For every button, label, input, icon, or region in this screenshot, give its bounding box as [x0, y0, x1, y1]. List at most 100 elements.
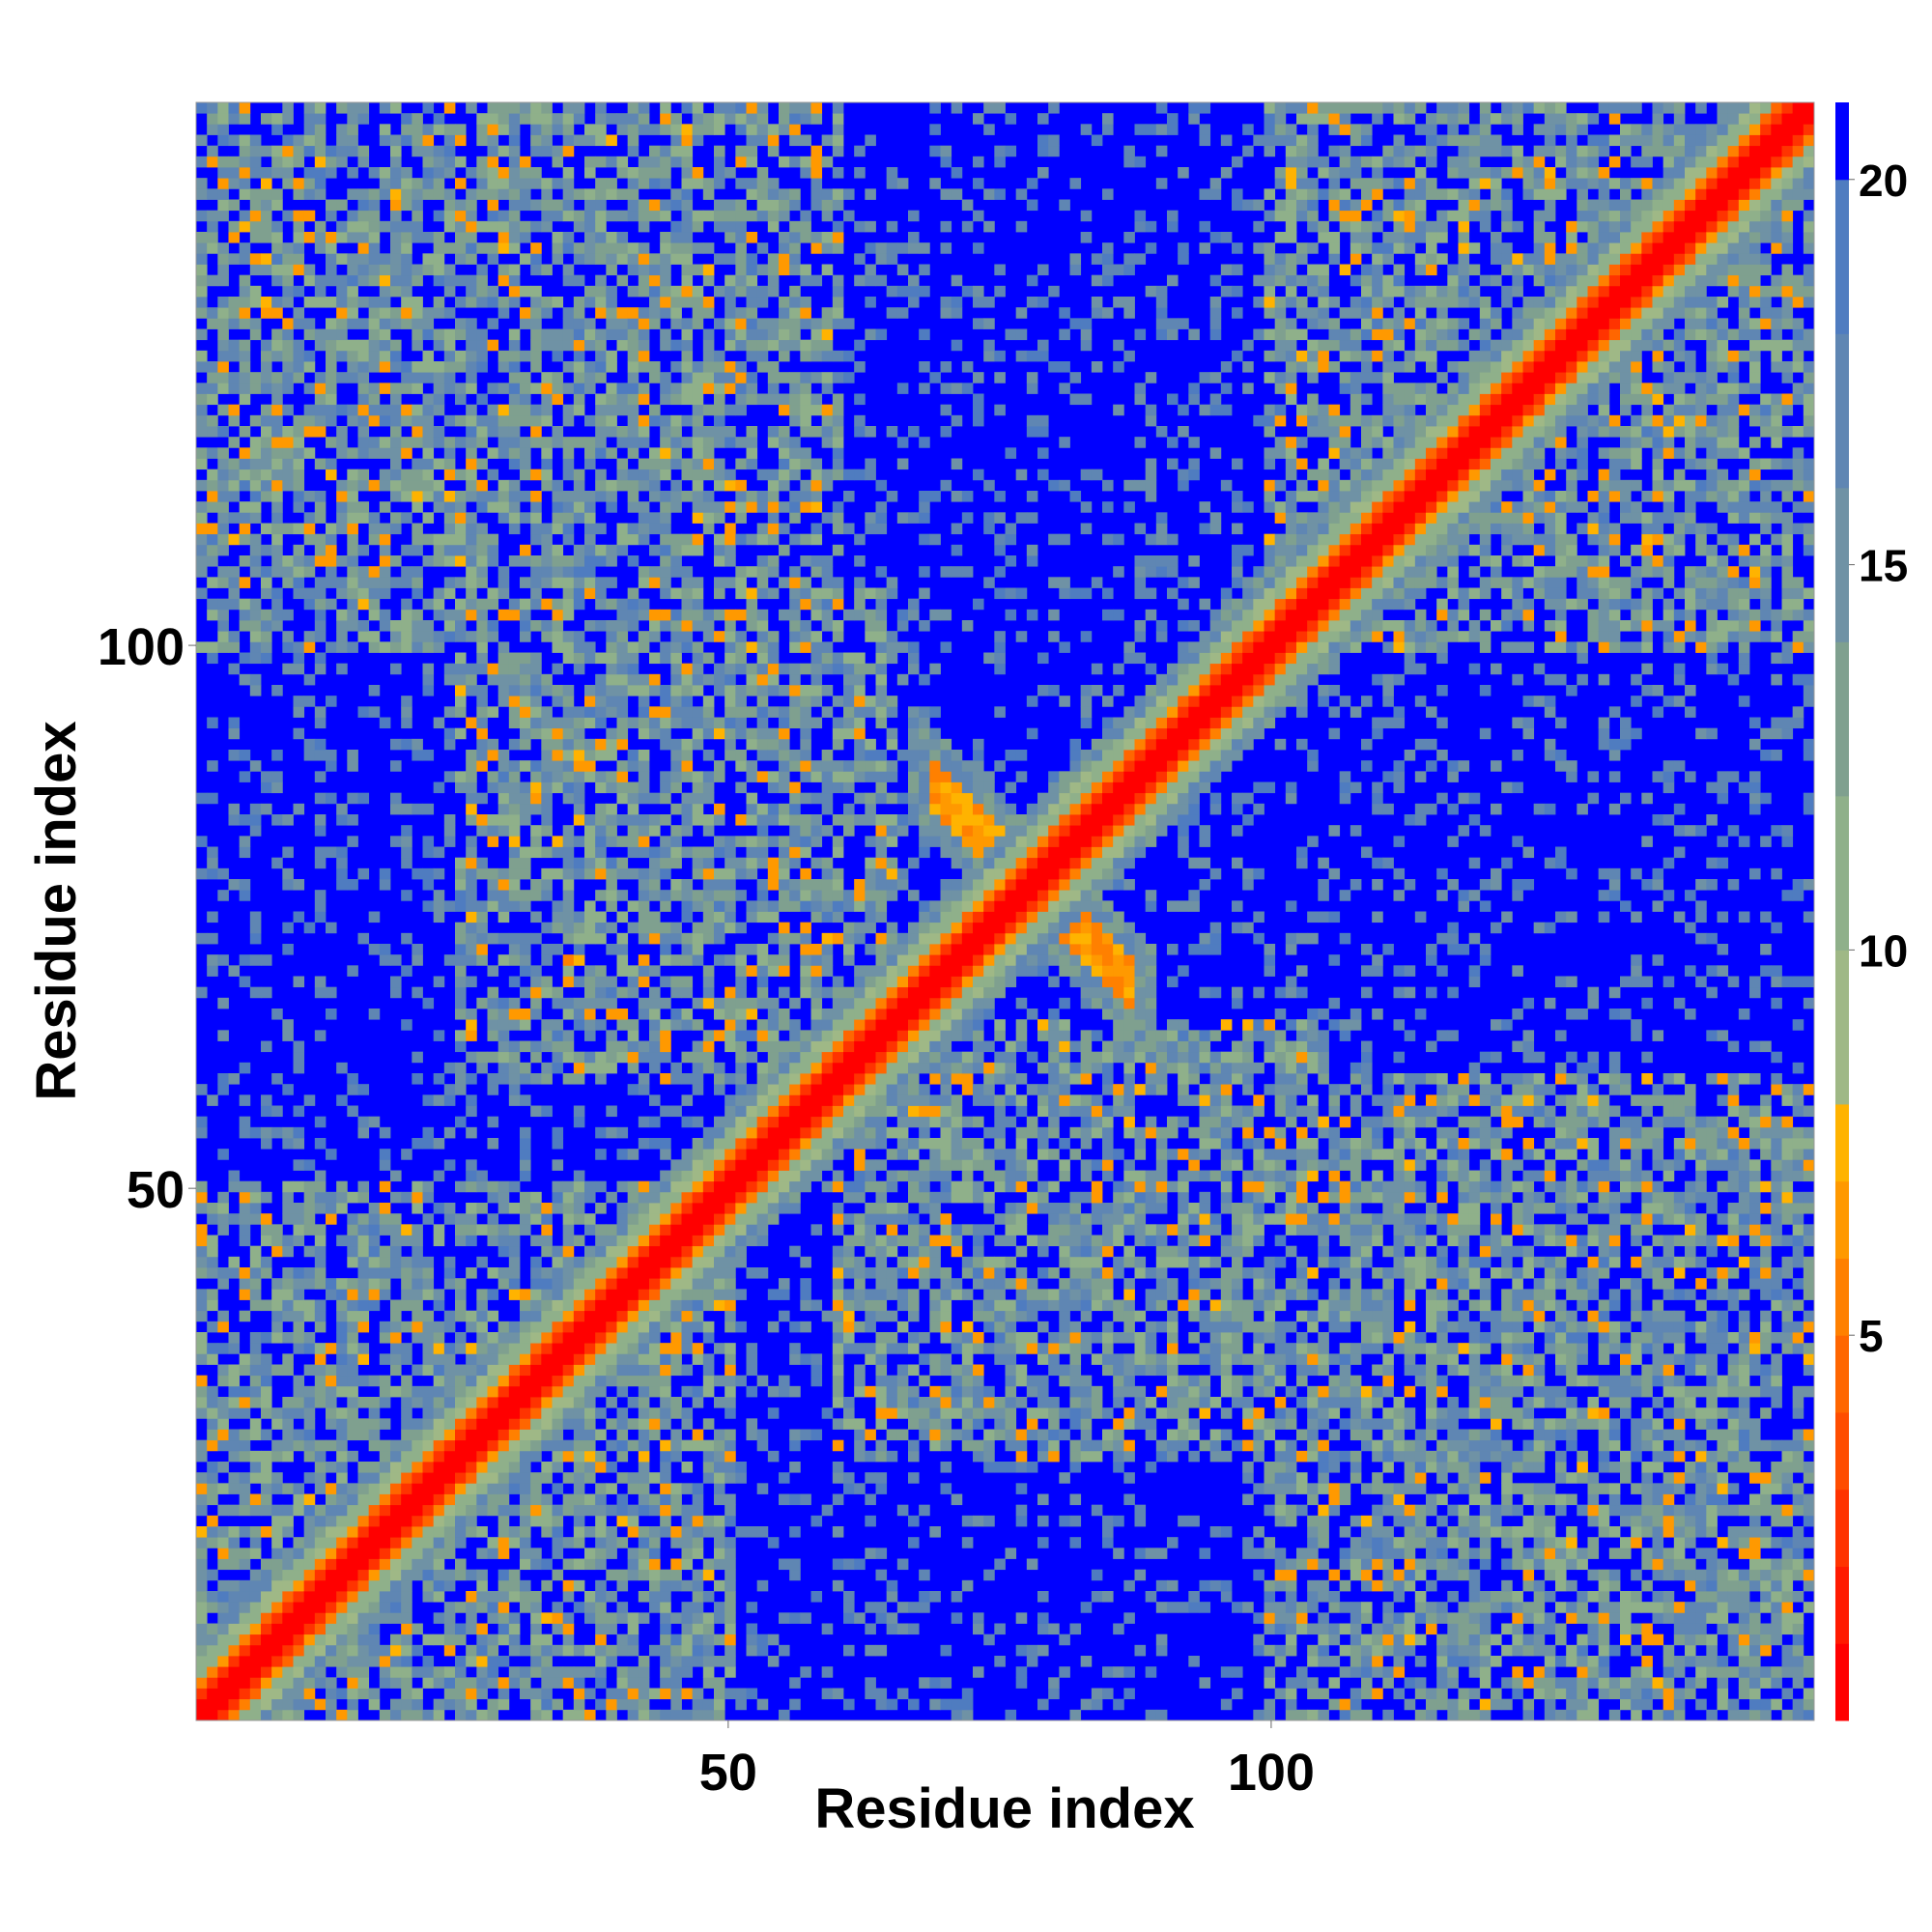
- heatmap-cell: [606, 781, 617, 794]
- heatmap-cell: [271, 771, 283, 782]
- heatmap-cell: [681, 124, 694, 135]
- heatmap-cell: [508, 1051, 521, 1064]
- heatmap-cell: [681, 1321, 694, 1333]
- heatmap-cell: [196, 350, 208, 362]
- heatmap-cell: [541, 1235, 553, 1247]
- heatmap-cell: [401, 696, 412, 707]
- heatmap-cell: [487, 134, 499, 147]
- heatmap-cell: [196, 1203, 208, 1214]
- heatmap-cell: [735, 1126, 747, 1139]
- heatmap-cell: [368, 1289, 381, 1300]
- heatmap-cell: [595, 1462, 607, 1473]
- heatmap-cell: [303, 1591, 316, 1603]
- heatmap-cell: [497, 1040, 510, 1053]
- heatmap-cell: [649, 867, 661, 880]
- heatmap-cell: [314, 1353, 327, 1365]
- heatmap-cell: [401, 1591, 412, 1603]
- heatmap-cell: [412, 1709, 423, 1721]
- heatmap-cell: [368, 1224, 381, 1236]
- heatmap-cell: [207, 544, 218, 556]
- heatmap-cell: [303, 113, 316, 125]
- heatmap-cell: [562, 1397, 575, 1408]
- heatmap-cell: [207, 1515, 218, 1527]
- heatmap-cell: [638, 1698, 650, 1711]
- heatmap-cell: [638, 1040, 650, 1053]
- heatmap-cell: [239, 1526, 251, 1538]
- heatmap-cell: [508, 1062, 521, 1074]
- heatmap-cell: [293, 210, 305, 222]
- heatmap-cell: [702, 1515, 715, 1527]
- heatmap-cell: [261, 1138, 272, 1150]
- heatmap-cell: [746, 491, 758, 502]
- heatmap-cell: [562, 1235, 575, 1247]
- heatmap-cell: [497, 1364, 510, 1377]
- heatmap-cell: [756, 1094, 769, 1106]
- heatmap-cell: [520, 404, 531, 416]
- heatmap-cell: [746, 1235, 758, 1247]
- heatmap-cell: [196, 414, 208, 427]
- heatmap-cell: [714, 1299, 725, 1312]
- heatmap-cell: [595, 965, 607, 977]
- heatmap-cell: [702, 1256, 715, 1268]
- heatmap-cell: [401, 1623, 412, 1635]
- heatmap-cell: [357, 932, 370, 945]
- heatmap-cell: [390, 1224, 402, 1236]
- heatmap-cell: [239, 1180, 251, 1193]
- heatmap-cell: [217, 598, 229, 611]
- heatmap-cell: [228, 1397, 241, 1408]
- heatmap-cell: [681, 1213, 694, 1225]
- heatmap-cell: [541, 1709, 553, 1721]
- heatmap-cell: [692, 717, 704, 729]
- heatmap-cell: [692, 124, 704, 135]
- heatmap-cell: [314, 911, 327, 923]
- heatmap-cell: [196, 1116, 208, 1128]
- heatmap-cell: [336, 1548, 348, 1559]
- heatmap-cell: [595, 253, 607, 265]
- heatmap-cell: [627, 210, 639, 222]
- heatmap-cell: [271, 469, 283, 481]
- heatmap-cell: [756, 1062, 769, 1074]
- heatmap-cell: [455, 232, 467, 243]
- heatmap-cell: [347, 1353, 358, 1365]
- heatmap-cell: [606, 738, 617, 751]
- heatmap-cell: [336, 297, 348, 308]
- heatmap-cell: [702, 1526, 715, 1538]
- heatmap-cell: [433, 1364, 445, 1377]
- heatmap-cell: [368, 1515, 381, 1527]
- heatmap-cell: [497, 479, 510, 492]
- heatmap-cell: [433, 867, 445, 880]
- heatmap-cell: [616, 663, 629, 675]
- heatmap-cell: [293, 727, 305, 740]
- heatmap-cell: [217, 1688, 229, 1700]
- heatmap-cell: [207, 641, 218, 653]
- heatmap-cell: [520, 1591, 531, 1603]
- heatmap-cell: [207, 1698, 218, 1711]
- heatmap-cell: [616, 965, 629, 977]
- heatmap-cell: [702, 1159, 715, 1171]
- heatmap-cell: [573, 1677, 585, 1689]
- heatmap-cell: [466, 792, 477, 805]
- heatmap-cell: [724, 1591, 736, 1603]
- heatmap-cell: [595, 242, 607, 254]
- heatmap-cell: [455, 932, 467, 945]
- heatmap-cell: [476, 1677, 488, 1689]
- heatmap-cell: [217, 533, 229, 546]
- heatmap-cell: [379, 587, 391, 600]
- heatmap-cell: [282, 1191, 294, 1204]
- heatmap-cell: [314, 102, 327, 114]
- heatmap-cell: [443, 307, 456, 319]
- heatmap-cell: [379, 523, 391, 535]
- heatmap-cell: [692, 491, 704, 502]
- heatmap-cell: [584, 1224, 596, 1236]
- heatmap-cell: [508, 1245, 521, 1258]
- heatmap-cell: [552, 372, 564, 384]
- heatmap-cell: [390, 1709, 402, 1721]
- heatmap-cell: [616, 771, 629, 782]
- heatmap-cell: [541, 1019, 553, 1031]
- heatmap-cell: [714, 673, 725, 686]
- heatmap-cell: [616, 890, 629, 901]
- heatmap-cell: [412, 339, 423, 352]
- heatmap-cell: [196, 1504, 208, 1517]
- heatmap-cell: [573, 339, 585, 352]
- heatmap-cell: [735, 997, 747, 1009]
